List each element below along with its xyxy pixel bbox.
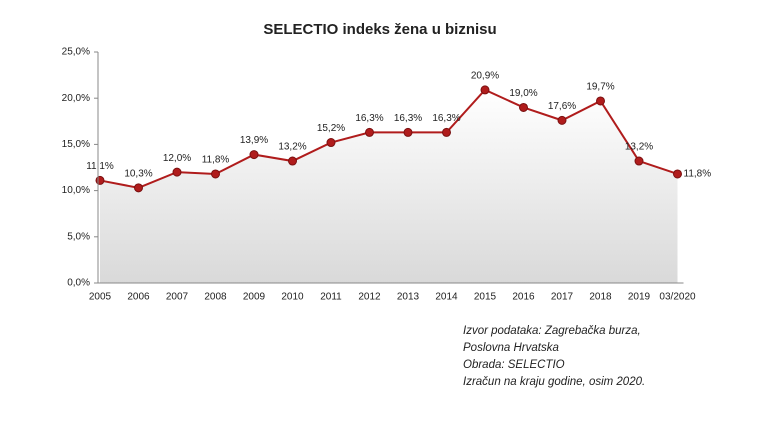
y-tick-label: 10,0% <box>62 185 90 196</box>
y-tick-label: 5,0% <box>67 231 90 242</box>
point <box>442 127 451 137</box>
value-label: 15,2% <box>317 123 345 134</box>
point <box>557 115 567 125</box>
note: Izvor podataka: Zagrebačka burza, <box>463 325 641 337</box>
value-label: 11,8% <box>202 155 230 166</box>
point <box>403 127 413 137</box>
value-label: 16,3% <box>432 113 460 124</box>
x-tick-label: 2013 <box>397 292 420 303</box>
value-label: 11,1% <box>86 161 114 172</box>
point <box>365 127 374 137</box>
value-label: 19,7% <box>586 82 614 93</box>
y-tick-label: 20,0% <box>62 93 90 104</box>
point <box>326 138 336 148</box>
value-label: 10,3% <box>124 168 152 179</box>
point <box>480 85 490 95</box>
point <box>596 96 605 106</box>
x-tick-label: 2009 <box>243 292 266 303</box>
x-tick-label: 2005 <box>89 292 112 303</box>
point <box>519 102 528 112</box>
value-label: 17,6% <box>548 101 576 112</box>
y-tick-label: 15,0% <box>62 139 90 150</box>
point <box>95 175 105 185</box>
x-tick-label: 2006 <box>127 292 150 303</box>
point <box>249 150 259 160</box>
x-tick-label: 2012 <box>358 292 381 303</box>
x-tick-label: 2008 <box>204 292 227 303</box>
point <box>211 169 220 179</box>
value-label: 19,0% <box>509 88 537 99</box>
x-tick-label: 2017 <box>551 292 574 303</box>
value-label: 13,9% <box>240 135 268 146</box>
value-label: 20,9% <box>471 71 499 82</box>
note: Izračun na kraju godine, osim 2020. <box>463 376 645 388</box>
area <box>100 89 678 283</box>
note: Obrada: SELECTIO <box>463 359 565 371</box>
point <box>134 183 143 193</box>
value-label: 16,3% <box>355 113 383 124</box>
x-tick-label: 2018 <box>589 292 612 303</box>
point <box>634 156 644 166</box>
point <box>673 169 682 179</box>
value-label: 13,2% <box>625 142 653 153</box>
x-tick-label: 2010 <box>281 292 304 303</box>
value-label: 13,2% <box>278 142 306 153</box>
x-tick-label: 2019 <box>628 292 651 303</box>
chart-title: SELECTIO indeks žena u biznisu <box>263 21 496 38</box>
value-label: 11,8% <box>684 169 712 180</box>
value-label: 12,0% <box>163 153 191 164</box>
point <box>288 156 297 166</box>
point <box>172 167 182 177</box>
y-tick-label: 25,0% <box>62 47 90 58</box>
line <box>99 88 678 189</box>
x-tick-label: 2011 <box>320 292 342 303</box>
x-tick-label: 2014 <box>435 292 458 303</box>
note: Poslovna Hrvatska <box>463 342 559 354</box>
x-tick-label: 2016 <box>512 292 535 303</box>
x-tick-label: 2015 <box>474 292 497 303</box>
x-tick-label: 2007 <box>166 292 189 303</box>
value-label: 16,3% <box>394 113 422 124</box>
x-tick-label: 03/2020 <box>659 292 696 303</box>
y-tick-label: 0,0% <box>67 278 90 289</box>
